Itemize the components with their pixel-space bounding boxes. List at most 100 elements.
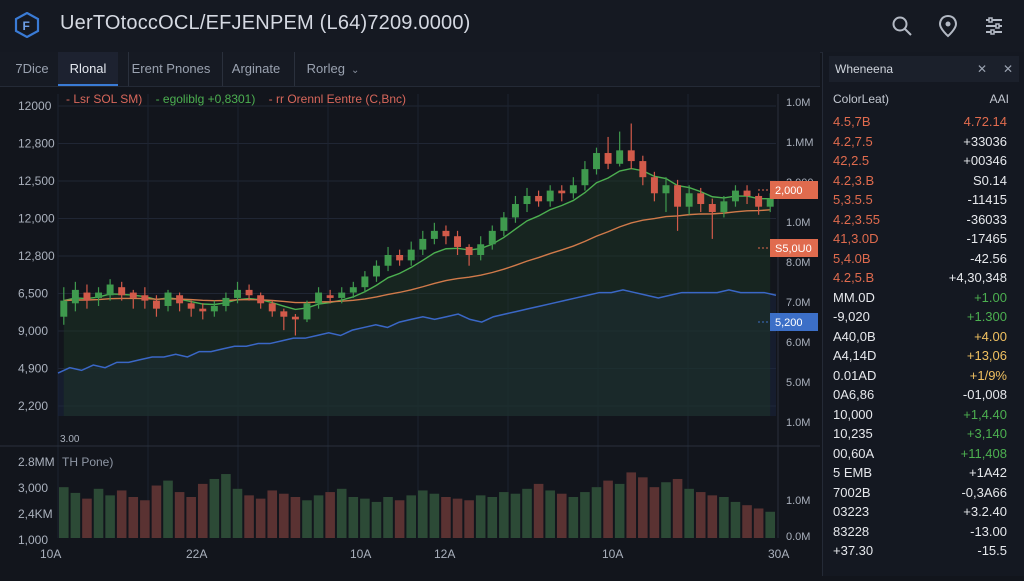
watchlist-row-change: +13,06 bbox=[966, 348, 1007, 363]
candle-body bbox=[523, 195, 531, 205]
volume-bar bbox=[371, 501, 382, 538]
watchlist-row[interactable]: 4.2,3.B S0.14 bbox=[823, 173, 1023, 191]
tab-rlonal[interactable]: Rlonal bbox=[58, 52, 118, 86]
watchlist-row[interactable]: 0.01AD +1/9% bbox=[823, 368, 1023, 386]
watchlist-row-value: 5,4.0B bbox=[833, 250, 871, 266]
volume-bar bbox=[695, 492, 706, 538]
volume-bar bbox=[279, 493, 289, 538]
x-axis-label: 12A bbox=[434, 547, 455, 561]
watchlist-row[interactable]: A40,0B +4.00 bbox=[823, 329, 1023, 347]
volume-bar bbox=[406, 495, 416, 538]
price-axis-left-label: 12000 bbox=[18, 99, 52, 113]
search-icon[interactable] bbox=[890, 14, 914, 38]
watchlist-row[interactable]: 10,235 +3,140 bbox=[823, 426, 1023, 444]
close-icon[interactable]: ✕ bbox=[1003, 62, 1014, 76]
volume-bar bbox=[614, 483, 625, 538]
watchlist-row[interactable]: 5 EMB +1A42 bbox=[823, 465, 1023, 483]
volume-bar bbox=[452, 498, 463, 538]
candle-body bbox=[326, 295, 334, 298]
watchlist-row-change: +3.2.40 bbox=[963, 504, 1007, 519]
watchlist-row-change: +11,408 bbox=[960, 445, 1007, 461]
price-axis-left-label: 12,800 bbox=[18, 249, 55, 263]
watchlist-row-value: 10,235 bbox=[833, 426, 873, 441]
watchlist-row[interactable]: 42,2.5 +00346 bbox=[823, 153, 1023, 171]
candle-body bbox=[639, 161, 647, 178]
volume-bar bbox=[707, 495, 718, 538]
watchlist-row[interactable]: -9,020 +1.300 bbox=[823, 309, 1023, 327]
price-tag-label: S5,0U0 bbox=[775, 243, 812, 255]
candle-body bbox=[187, 303, 195, 309]
watchlist-row[interactable]: +37.30 -15.5 bbox=[823, 543, 1023, 561]
watchlist-row[interactable]: 0A6,86 -01,008 bbox=[823, 387, 1023, 405]
volume-bar bbox=[383, 497, 393, 538]
candle-body bbox=[465, 246, 473, 255]
watchlist-row-value: 03223 bbox=[833, 504, 870, 519]
candle-body bbox=[268, 303, 276, 312]
candle-body bbox=[372, 265, 380, 277]
volume-bar bbox=[128, 497, 139, 538]
watchlist-row[interactable]: A4,14D +13,06 bbox=[823, 348, 1023, 366]
candle-body bbox=[106, 284, 114, 296]
price-axis-left-label: 9,000 bbox=[18, 324, 48, 338]
watchlist-row[interactable]: 10,000 +1,4.40 bbox=[823, 407, 1023, 425]
volume-bar bbox=[302, 500, 312, 538]
candle-body bbox=[511, 204, 519, 218]
volume-bar bbox=[244, 495, 254, 538]
x-axis-label: 10A bbox=[350, 547, 371, 561]
watchlist-row-change: +1.00 bbox=[974, 289, 1007, 305]
candle-body bbox=[245, 289, 253, 296]
watchlist-row-change: -01,008 bbox=[962, 387, 1007, 402]
candle-body bbox=[627, 150, 635, 162]
candle-body bbox=[129, 292, 137, 298]
candle-body bbox=[222, 297, 230, 306]
candle-body bbox=[442, 230, 450, 237]
tab-7dice[interactable]: 7Dice bbox=[15, 61, 49, 76]
candle-body bbox=[604, 153, 612, 164]
chart-area[interactable]: 12000 12,800 12,500 12,000 12,800 6,500 9,000 4… bbox=[0, 86, 820, 576]
volume-bar bbox=[70, 492, 81, 538]
watchlist-row[interactable]: 00,60A +11,408 bbox=[823, 446, 1023, 464]
legend-item-1: - Lsr SOL SM) bbox=[66, 92, 143, 106]
candle-body bbox=[152, 300, 160, 309]
volume-bar bbox=[336, 488, 347, 538]
watchlist-row-value: 4.2,3.55 bbox=[833, 211, 880, 227]
alert-icon[interactable] bbox=[936, 14, 960, 38]
app-title: UerTOtoccOCL/EFJENPEM (L64)7209.0000) bbox=[60, 12, 471, 34]
candle-body bbox=[616, 150, 624, 164]
candle-body bbox=[720, 201, 728, 213]
tab-rorleg[interactable]: Rorleg ⌄ bbox=[294, 52, 371, 86]
price-axis-left-label: 4,900 bbox=[18, 362, 48, 376]
column-header-left: ColorLeat) bbox=[833, 92, 890, 106]
settings-icon[interactable] bbox=[982, 14, 1006, 38]
candle-body bbox=[303, 303, 311, 320]
volume-bar bbox=[464, 500, 474, 538]
watchlist-row[interactable]: 5,3.5.5 -11415 bbox=[823, 192, 1023, 210]
tab-arginate[interactable]: Arginate bbox=[222, 52, 289, 86]
watchlist-row[interactable]: 5,4.0B -42.56 bbox=[823, 251, 1023, 269]
tab-erent-pnones[interactable]: Erent Pnones bbox=[128, 52, 213, 86]
watchlist-row[interactable]: 03223 +3.2.40 bbox=[823, 504, 1023, 522]
watchlist-row[interactable]: 7002B -0,3A66 bbox=[823, 485, 1023, 503]
chevron-down-icon: ⌄ bbox=[350, 65, 360, 76]
watchlist-row[interactable]: 41,3.0D -17465 bbox=[823, 231, 1023, 249]
volume-bar bbox=[765, 511, 775, 538]
price-chart[interactable]: 12000 12,800 12,500 12,000 12,800 6,500 9,000 4… bbox=[0, 86, 820, 576]
volume-axis-left-label: 2,4KM bbox=[18, 507, 53, 521]
watchlist-row[interactable]: MM.0D +1.00 bbox=[823, 290, 1023, 308]
candle-body bbox=[477, 244, 485, 255]
volume-bar bbox=[730, 501, 741, 538]
watchlist-row-value: 41,3.0D bbox=[833, 231, 879, 246]
watchlist-row[interactable]: 4.2,3.55 -36033 bbox=[823, 212, 1023, 230]
watchlist-row-change: +1/9% bbox=[969, 367, 1007, 383]
watchlist-row[interactable]: 4.2,5.B +4,30,348 bbox=[823, 270, 1023, 288]
watchlist-row-change: +4,30,348 bbox=[948, 270, 1007, 285]
collapse-icon[interactable]: ✕ bbox=[977, 62, 988, 76]
chart-legend: - Lsr SOL SM) - egoliblg +0,8301) - rr O… bbox=[66, 92, 416, 106]
watchlist-row-value: 10,000 bbox=[833, 406, 873, 422]
watchlist-row[interactable]: 4.2,7.5 +33036 bbox=[823, 134, 1023, 152]
volume-bar bbox=[638, 477, 648, 538]
candle-body bbox=[60, 300, 68, 317]
watchlist-row[interactable]: 83228 -13.00 bbox=[823, 524, 1023, 542]
price-axis-right-label: 5.0M bbox=[786, 377, 810, 389]
watchlist-row[interactable]: 4.5,7B 4.72.14 bbox=[823, 114, 1023, 132]
